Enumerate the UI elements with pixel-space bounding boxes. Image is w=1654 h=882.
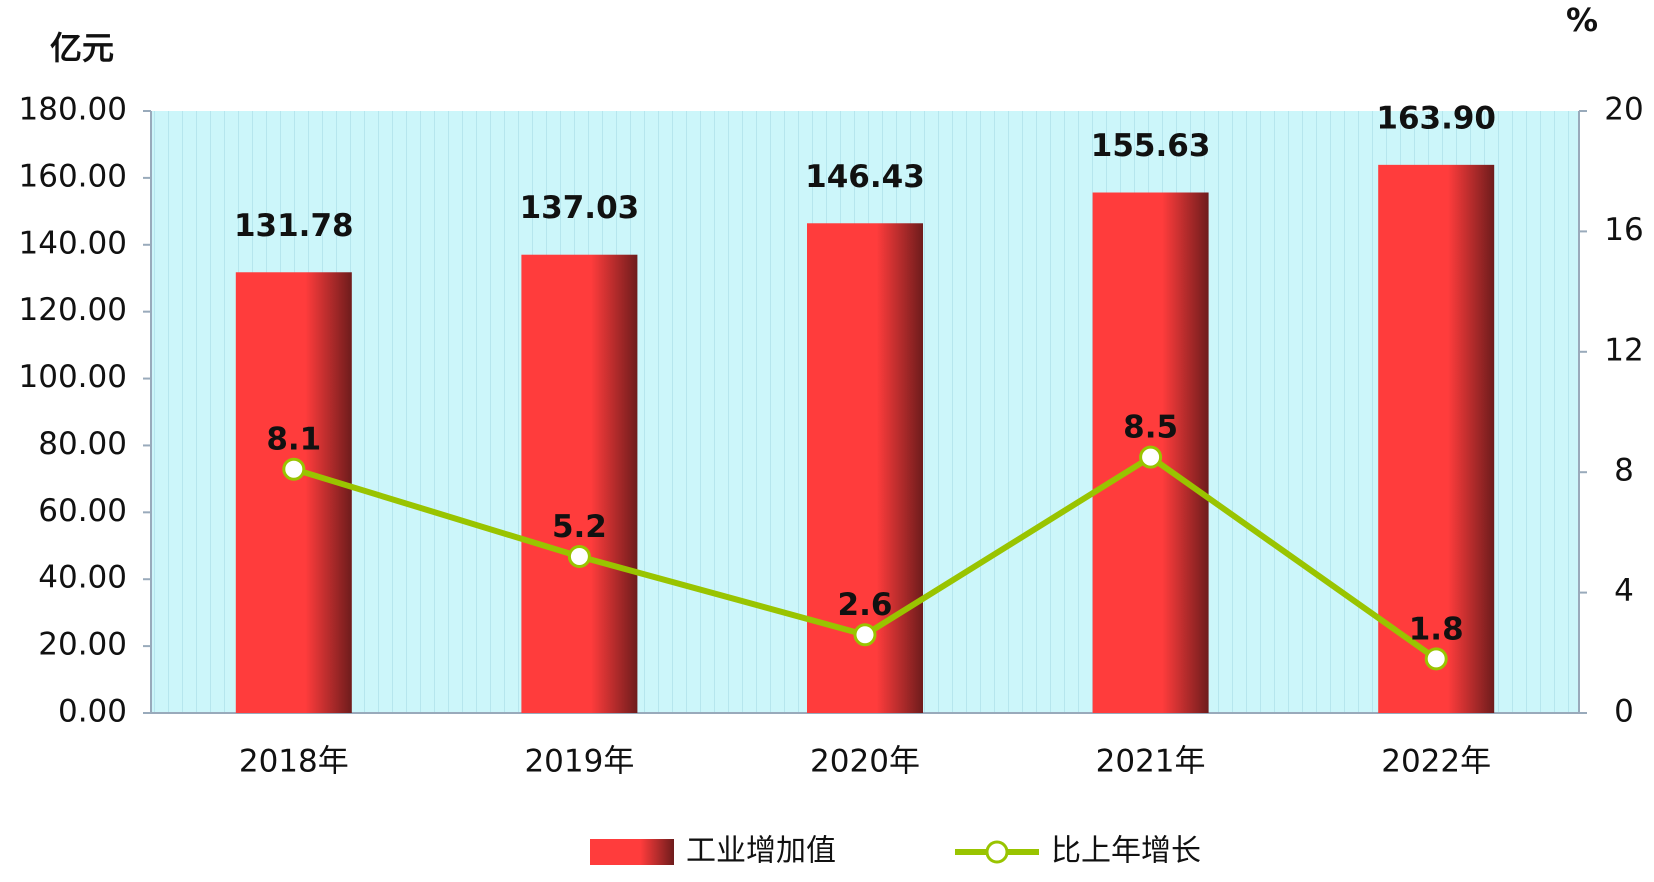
legend-swatch <box>590 839 674 865</box>
y-tick-label: 140.00 <box>19 225 127 261</box>
y-tick-label: 100.00 <box>19 359 127 395</box>
x-tick-label: 2018年 <box>239 744 349 780</box>
x-tick-label: 2019年 <box>524 744 634 780</box>
y-tick-label: 40.00 <box>38 560 127 596</box>
bar-value-label: 163.90 <box>1376 100 1496 136</box>
bar-value-label: 155.63 <box>1091 128 1211 164</box>
y2-axis-unit: % <box>1566 1 1598 39</box>
bar <box>1378 164 1495 713</box>
bar-value-label: 137.03 <box>520 190 640 226</box>
y2-tick-label: 20 <box>1604 92 1643 128</box>
line-marker <box>1424 647 1448 671</box>
y-tick-label: 20.00 <box>38 627 127 663</box>
line-marker <box>282 457 306 481</box>
line-value-label: 2.6 <box>838 587 893 623</box>
bar <box>521 254 638 713</box>
x-tick-label: 2022年 <box>1381 744 1491 780</box>
bar-value-label: 146.43 <box>805 159 925 195</box>
y-tick-label: 80.00 <box>38 426 127 462</box>
y-tick-label: 180.00 <box>19 92 127 128</box>
line-marker <box>853 623 877 647</box>
line-marker <box>567 544 591 568</box>
x-tick-label: 2020年 <box>810 744 920 780</box>
y2-tick-label: 4 <box>1614 573 1634 609</box>
bar <box>235 272 352 713</box>
line-value-label: 1.8 <box>1409 611 1464 647</box>
legend-label: 比上年增长 <box>1051 834 1201 869</box>
line-value-label: 5.2 <box>552 509 607 545</box>
legend-marker <box>985 840 1009 864</box>
x-tick-label: 2021年 <box>1096 744 1206 780</box>
y2-tick-label: 0 <box>1614 694 1634 730</box>
line-marker <box>1139 445 1163 469</box>
line-value-label: 8.1 <box>266 422 321 458</box>
y2-tick-label: 16 <box>1604 212 1643 248</box>
line-value-label: 8.5 <box>1123 410 1178 446</box>
y-axis-unit: 亿元 <box>50 29 114 67</box>
y-tick-label: 0.00 <box>58 694 127 730</box>
y2-tick-label: 12 <box>1604 332 1643 368</box>
legend-label: 工业增加值 <box>686 834 836 869</box>
y-tick-label: 160.00 <box>19 158 127 194</box>
y-tick-label: 60.00 <box>38 493 127 529</box>
y-tick-label: 120.00 <box>19 292 127 328</box>
bar-value-label: 131.78 <box>234 208 354 244</box>
y2-tick-label: 8 <box>1614 453 1634 489</box>
